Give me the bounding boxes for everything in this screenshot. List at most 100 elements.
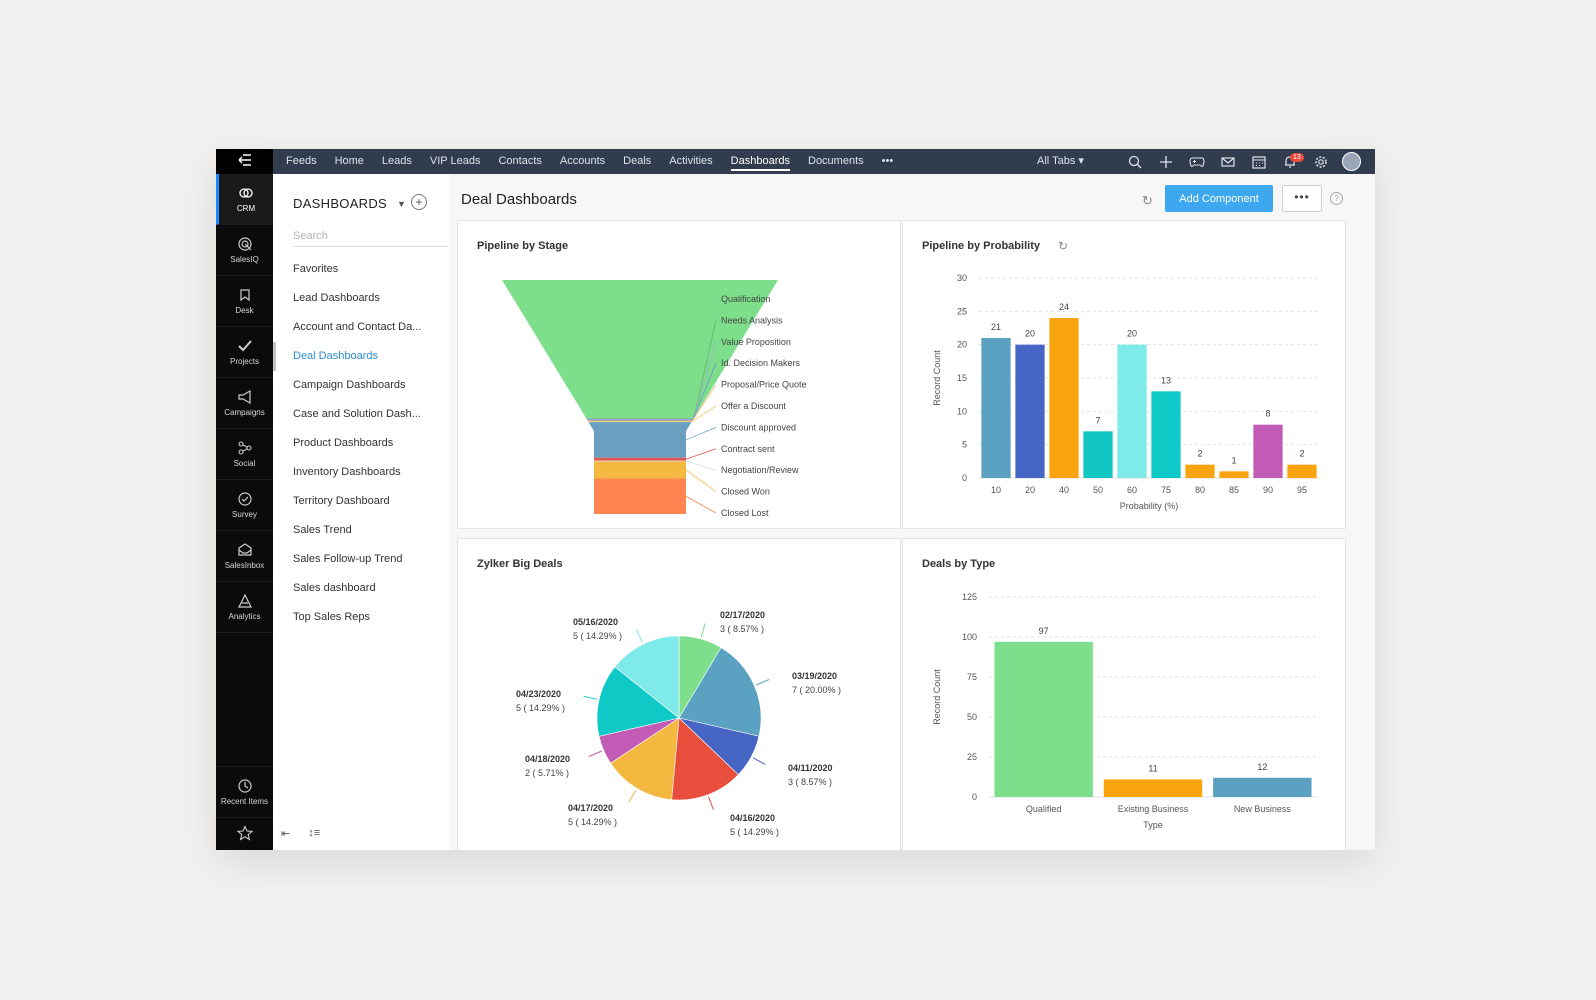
tab-home[interactable]: Home <box>334 155 364 167</box>
gamepad-icon[interactable] <box>1181 155 1212 169</box>
pie-slice-label: 04/16/2020 <box>730 813 775 823</box>
page-title: Deal Dashboards <box>461 191 577 208</box>
rail-item-label: Analytics <box>228 612 261 621</box>
x-tick-label: 95 <box>1297 485 1307 495</box>
tab-more[interactable]: ••• <box>881 155 894 167</box>
search-icon[interactable] <box>1119 155 1150 169</box>
tab-vip-leads[interactable]: VIP Leads <box>429 155 481 167</box>
rail-item-survey[interactable]: Survey <box>216 480 273 531</box>
tab-activities[interactable]: Activities <box>669 155 713 167</box>
zylker-big-deals-card: 02/17/2020 3 ( 8.57% ) 03/19/2020 7 ( 20.00… <box>457 538 901 850</box>
funnel-chart: Qualification Needs Analysis Value Proposi… <box>502 280 807 518</box>
sort-icon[interactable]: ↕≡ <box>308 827 321 839</box>
survey-icon <box>237 492 252 506</box>
tab-leads[interactable]: Leads <box>381 155 412 167</box>
bar <box>1287 464 1317 478</box>
pie-leader-line <box>708 796 714 810</box>
tab-dashboards[interactable]: Dashboards <box>722 149 799 174</box>
all-tabs-dropdown[interactable]: All Tabs ▾ <box>1037 155 1084 167</box>
pie-slice <box>678 647 762 737</box>
tab-feeds[interactable]: Feeds <box>286 155 317 167</box>
sidebar-item-case-solution-dashboards[interactable]: Case and Solution Dash... <box>293 408 421 420</box>
sidebar-item-account-contact-dashboards[interactable]: Account and Contact Da... <box>293 321 422 333</box>
bar <box>1117 344 1147 478</box>
gear-icon[interactable] <box>1305 155 1336 169</box>
user-avatar[interactable] <box>1336 152 1367 171</box>
rail-item-social[interactable]: Social <box>216 429 273 480</box>
sidebar-item-favorites[interactable]: Favorites <box>293 263 339 275</box>
rail-item-label: CRM <box>236 204 256 213</box>
pie-slice-label: 05/16/2020 <box>573 617 618 627</box>
pie-leader-line <box>583 695 598 700</box>
bar <box>1185 464 1215 478</box>
hamburger-back-icon[interactable] <box>216 149 273 174</box>
social-icon <box>237 441 252 455</box>
collapse-icon[interactable]: ⇤ <box>281 828 291 840</box>
dashboard-search-input[interactable] <box>293 230 448 247</box>
pie-slice-value: 3 ( 8.57% ) <box>720 624 764 634</box>
x-axis-label: Probability (%) <box>1120 501 1179 511</box>
sidebar-item-campaign-dashboards[interactable]: Campaign Dashboards <box>293 379 406 391</box>
bell-icon[interactable]: 13 <box>1274 152 1305 169</box>
tab-accounts[interactable]: Accounts <box>559 155 606 167</box>
funnel-segment <box>587 420 693 422</box>
funnel-leader-line <box>685 469 717 492</box>
sidebar-item-top-sales-reps[interactable]: Top Sales Reps <box>293 611 371 623</box>
help-icon[interactable]: ? <box>1330 192 1343 205</box>
rail-item-salesinbox[interactable]: SalesInbox <box>216 531 273 582</box>
card-title: Pipeline by Stage <box>477 240 569 252</box>
tab-contacts[interactable]: Contacts <box>498 155 542 167</box>
y-tick-label: 125 <box>962 592 977 602</box>
tab-documents[interactable]: Documents <box>808 155 864 167</box>
data-label: 13 <box>1161 375 1171 385</box>
data-label: 20 <box>1127 329 1137 339</box>
pie-slice-label: 04/17/2020 <box>568 803 613 813</box>
sidebar-item-territory-dashboard[interactable]: Territory Dashboard <box>293 495 390 507</box>
more-options-button[interactable]: ••• <box>1282 185 1322 212</box>
sidebar-item-sales-trend[interactable]: Sales Trend <box>293 524 352 536</box>
rail-item-desk[interactable]: Desk <box>216 276 273 327</box>
sidebar-item-product-dashboards[interactable]: Product Dashboards <box>293 437 394 449</box>
calendar-icon[interactable] <box>1243 155 1274 169</box>
rail-item-campaigns[interactable]: Campaigns <box>216 378 273 429</box>
y-axis-label: Record Count <box>932 350 942 406</box>
notification-badge: 13 <box>1290 152 1304 162</box>
rail-item-label: Campaigns <box>224 408 265 417</box>
pie-leader-line <box>636 629 644 643</box>
campaigns-icon <box>237 389 251 405</box>
sidebar-item-lead-dashboards[interactable]: Lead Dashboards <box>293 292 380 304</box>
x-tick-label: 10 <box>991 485 1001 495</box>
tab-deals[interactable]: Deals <box>623 155 652 167</box>
refresh-icon[interactable]: ↻ <box>1142 193 1153 208</box>
add-component-button[interactable]: Add Component <box>1165 185 1273 212</box>
rail-item-projects[interactable]: Projects <box>216 327 273 378</box>
funnel-leader-line <box>691 384 717 422</box>
sidebar-item-sales-follow-up-trend[interactable]: Sales Follow-up Trend <box>293 553 403 565</box>
data-label: 21 <box>991 322 1001 332</box>
plus-icon[interactable] <box>1150 155 1181 169</box>
add-dashboard-icon[interactable]: + <box>411 194 427 210</box>
rail-item-salesiq[interactable]: SalesIQ <box>216 225 273 276</box>
rail-item-crm[interactable]: CRM <box>216 174 273 225</box>
sidebar-item-inventory-dashboards[interactable]: Inventory Dashboards <box>293 466 401 478</box>
chevron-down-icon[interactable]: ▼ <box>397 199 406 209</box>
rail-bottom-group: Recent Items <box>216 766 273 850</box>
bar <box>994 641 1093 797</box>
mail-icon[interactable] <box>1212 155 1243 169</box>
bar <box>1103 779 1203 797</box>
desk-icon <box>239 289 250 302</box>
x-tick-label: 85 <box>1229 485 1239 495</box>
bar-chart: 0 5 10 15 20 25 30 21 10 20 20 24 40 7 50 20 60 13 75 2 80 1 8… <box>932 273 1319 511</box>
funnel-leader-line <box>693 320 717 419</box>
star-icon <box>236 824 253 841</box>
bar <box>981 338 1011 478</box>
sidebar-item-deal-dashboards[interactable]: Deal Dashboards <box>273 342 450 371</box>
sidebar-item-sales-dashboard[interactable]: Sales dashboard <box>293 582 376 594</box>
rail-item-recent-items[interactable]: Recent Items <box>216 766 273 817</box>
funnel-stage-label: Closed Won <box>721 487 770 497</box>
rail-item-analytics[interactable]: Analytics <box>216 582 273 633</box>
rail-item-favorites[interactable] <box>216 817 273 850</box>
refresh-icon[interactable]: ↻ <box>1058 239 1069 253</box>
pie-leader-line <box>628 789 637 803</box>
data-label: 20 <box>1025 329 1035 339</box>
